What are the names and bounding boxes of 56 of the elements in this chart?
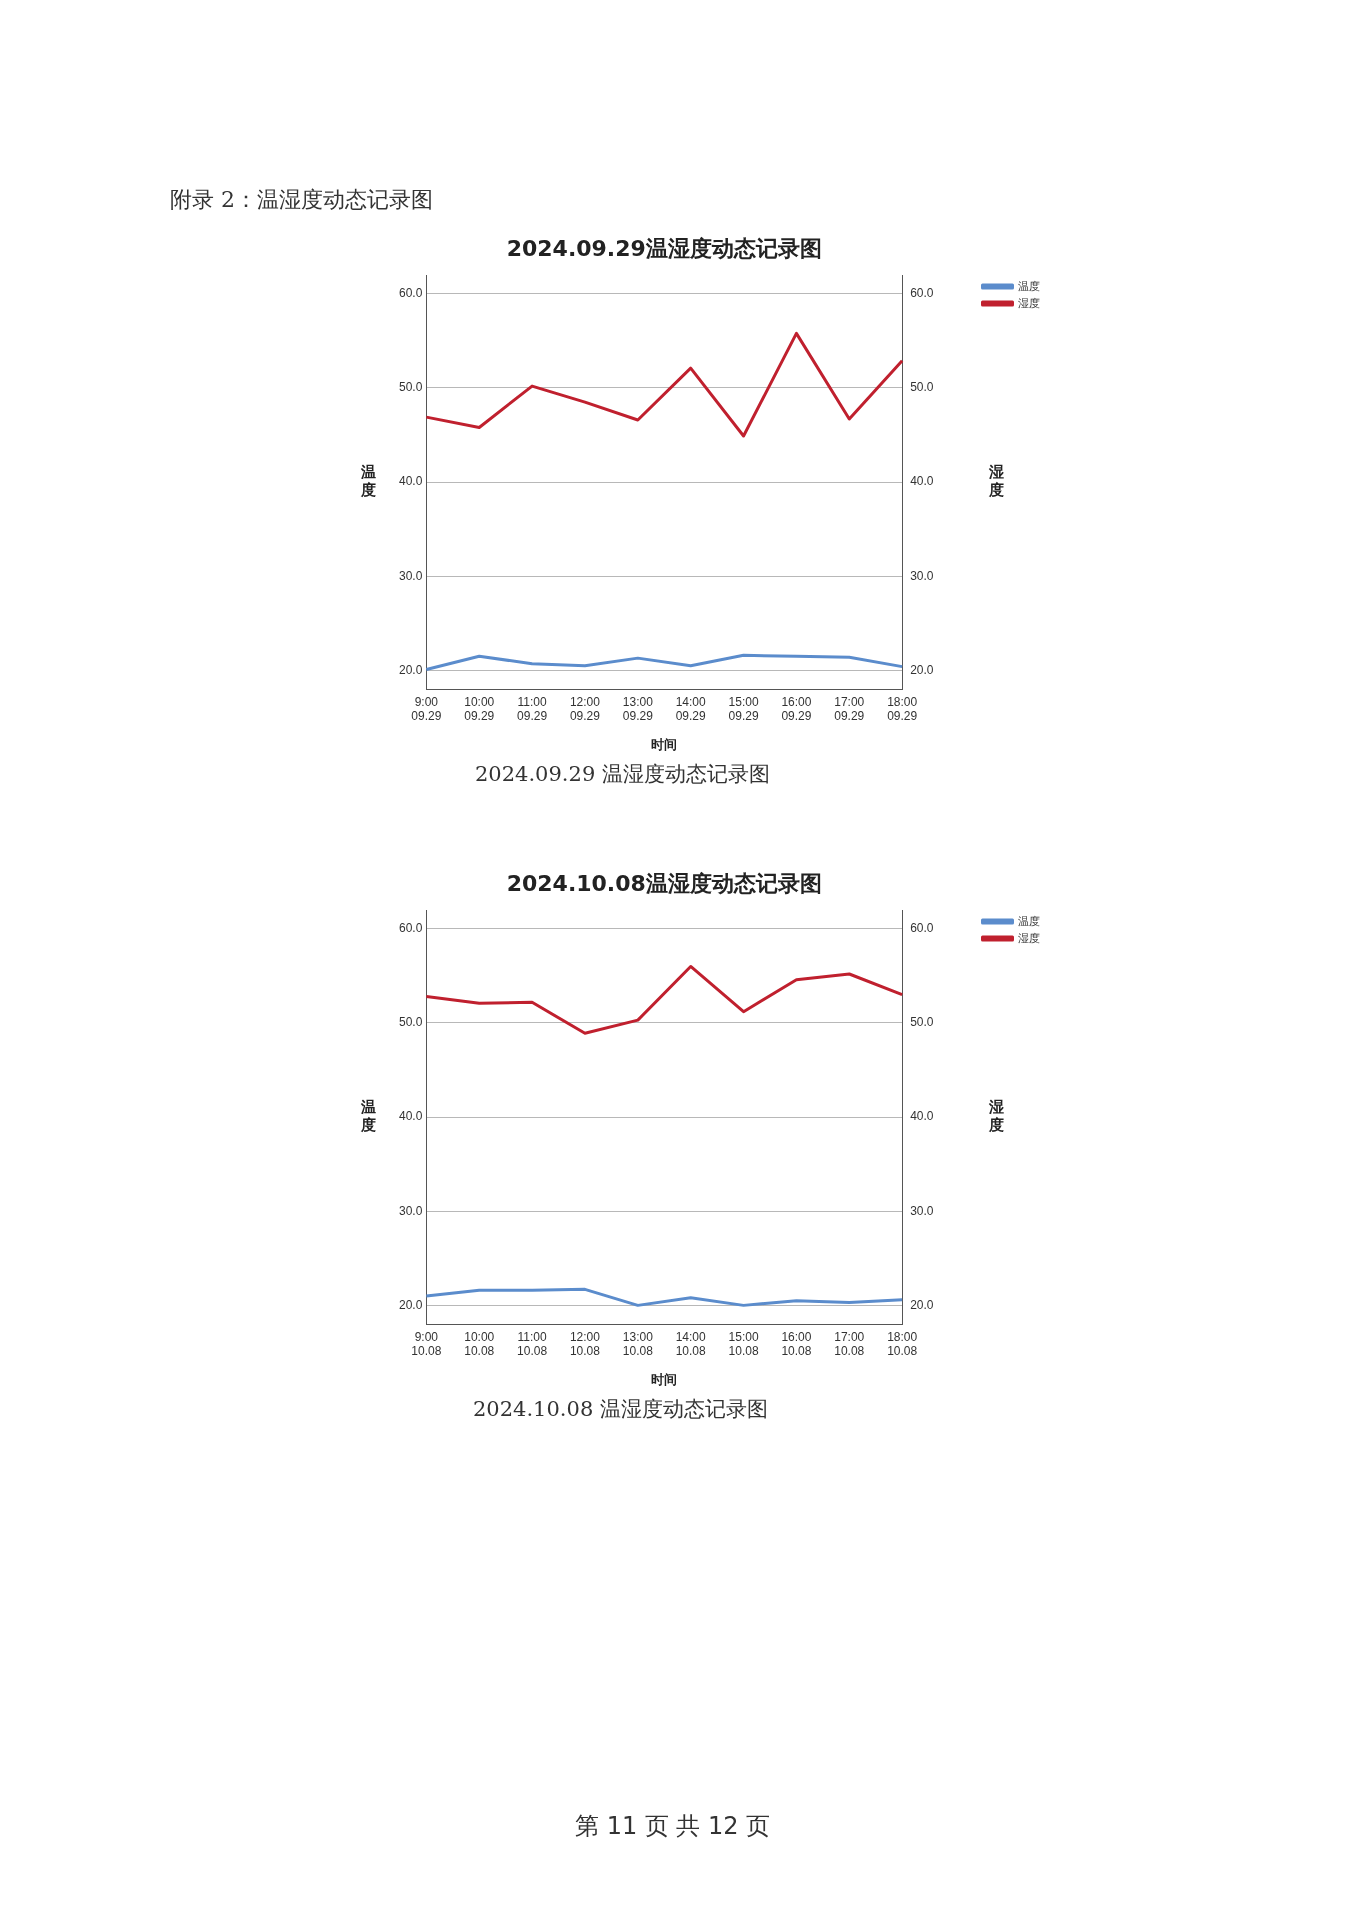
x-axis-title: 时间	[651, 1372, 678, 1388]
x-tick-label: 15:00 09.29	[728, 694, 759, 724]
text: 2024.10.08 温湿度动态记录图	[473, 1396, 768, 1423]
text: 第 11 页 共 12 页	[575, 1811, 771, 1842]
x-tick-label: 9:00 09.29	[411, 694, 442, 724]
x-tick-label: 12:00 10.08	[569, 1329, 601, 1359]
x-tick-label: 17:00 09.29	[834, 694, 865, 724]
text: 附录 2：温湿度动态记录图	[170, 186, 433, 214]
chart-title: 2024.10.08温湿度动态记录图	[506, 870, 822, 896]
y2-tick-label: 30.0	[910, 1203, 934, 1218]
y-tick-label: 50.0	[399, 380, 423, 395]
y2-tick-label: 50.0	[910, 1015, 934, 1030]
y-tick-label: 20.0	[399, 662, 423, 677]
x-tick-label: 15:00 10.08	[728, 1329, 759, 1359]
x-tick-label: 9:00 10.08	[411, 1329, 442, 1359]
x-tick-label: 10:00 09.29	[464, 694, 495, 724]
chart-title: 2024.09.29温湿度动态记录图	[506, 235, 822, 261]
y-tick-label: 20.0	[399, 1297, 423, 1312]
x-tick-label: 10:00 10.08	[464, 1329, 495, 1359]
text: 2024.09.29 温湿度动态记录图	[475, 761, 770, 788]
x-tick-label: 16:00 09.29	[781, 694, 812, 724]
y2-tick-label: 40.0	[910, 474, 934, 489]
y2-tick-label: 20.0	[910, 1297, 934, 1312]
legend-label: 湿度	[1018, 931, 1040, 944]
y-tick-label: 40.0	[399, 1109, 423, 1124]
x-tick-label: 18:00 10.08	[887, 1329, 918, 1359]
x-tick-label: 16:00 10.08	[781, 1329, 812, 1359]
x-tick-label: 14:00 09.29	[675, 694, 707, 724]
x-tick-label: 13:00 10.08	[622, 1329, 654, 1359]
legend-label: 湿度	[1018, 296, 1040, 309]
x-tick-label: 14:00 10.08	[675, 1329, 707, 1359]
x-tick-label: 13:00 09.29	[622, 694, 654, 724]
y2-axis-title: 湿度	[988, 1097, 1004, 1134]
y-tick-label: 60.0	[399, 921, 423, 936]
x-tick-label: 12:00 09.29	[569, 694, 601, 724]
y-tick-label: 30.0	[399, 568, 423, 583]
x-tick-label: 18:00 09.29	[887, 694, 918, 724]
x-tick-label: 11:00 10.08	[517, 1329, 548, 1359]
y2-axis-title: 湿度	[988, 462, 1004, 499]
y-axis-title: 温度	[359, 1097, 376, 1134]
y-tick-label: 30.0	[399, 1203, 423, 1218]
y2-tick-label: 40.0	[910, 1109, 934, 1124]
legend-label: 温度	[1018, 279, 1040, 292]
y2-tick-label: 20.0	[910, 662, 934, 677]
y2-tick-label: 50.0	[910, 380, 934, 395]
y2-tick-label: 30.0	[910, 568, 934, 583]
y-tick-label: 50.0	[399, 1015, 423, 1030]
y2-tick-label: 60.0	[910, 921, 934, 936]
x-tick-label: 17:00 10.08	[834, 1329, 865, 1359]
y-tick-label: 40.0	[399, 474, 423, 489]
y-axis-title: 温度	[359, 462, 376, 499]
x-axis-title: 时间	[651, 737, 678, 753]
y2-tick-label: 60.0	[910, 286, 934, 301]
x-tick-label: 11:00 09.29	[517, 694, 548, 724]
y-tick-label: 60.0	[399, 286, 423, 301]
legend-label: 温度	[1018, 914, 1040, 927]
